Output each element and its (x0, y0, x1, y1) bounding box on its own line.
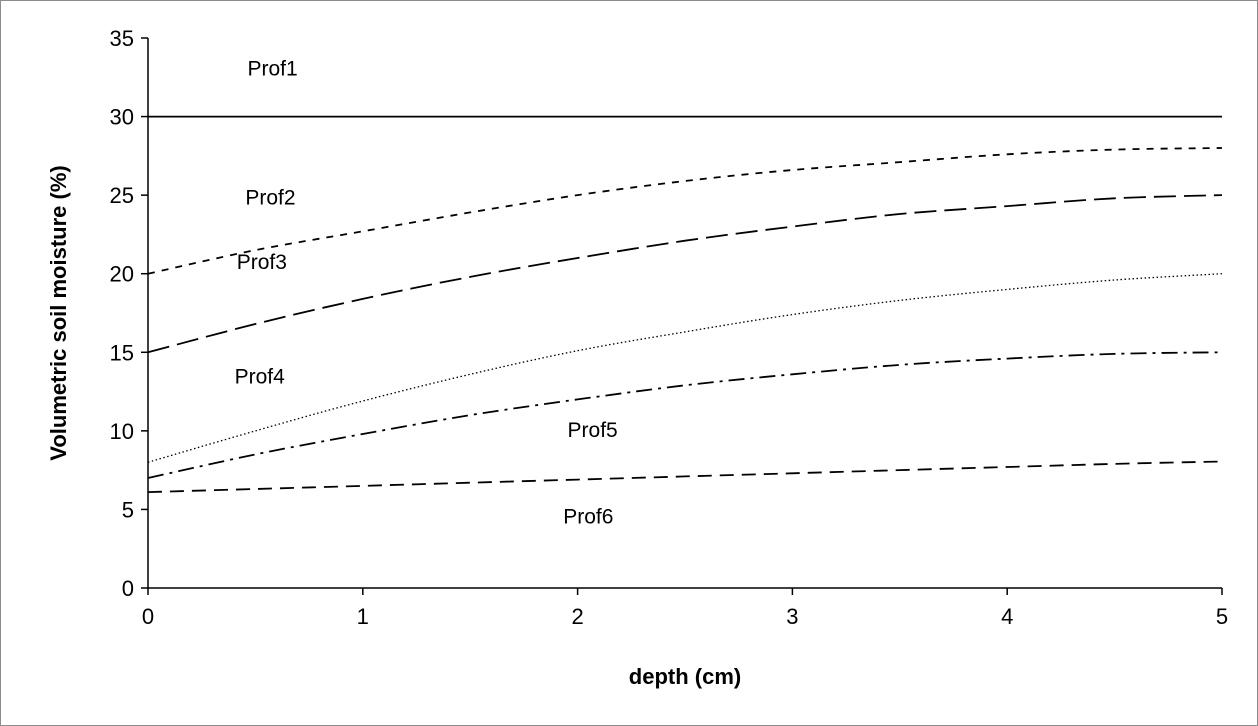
x-tick-label: 0 (142, 604, 154, 629)
y-tick-label: 25 (110, 183, 134, 208)
series-line-prof2 (147, 147, 1223, 275)
series-label-prof3: Prof3 (237, 251, 287, 274)
series-labels: Prof1 Prof2 Prof3 Prof4 Prof5 Prof6 (235, 58, 618, 529)
series-label-prof5: Prof5 (568, 419, 618, 442)
x-tick-label: 3 (786, 604, 798, 629)
x-axis-title: depth (cm) (629, 664, 741, 689)
x-tick-label: 2 (571, 604, 583, 629)
series-label-prof2: Prof2 (245, 187, 295, 210)
x-tick-label: 5 (1216, 604, 1228, 629)
y-tick-label: 35 (110, 26, 134, 51)
series-label-prof1: Prof1 (247, 58, 297, 81)
series-lines (147, 115, 1223, 493)
y-tick-label: 5 (122, 497, 134, 522)
series-label-prof4: Prof4 (235, 366, 286, 389)
y-tick-label: 20 (110, 262, 134, 287)
y-axis-title: Volumetric soil moisture (%) (46, 165, 71, 460)
series-line-prof4 (147, 273, 1223, 463)
y-tick-label: 0 (122, 576, 134, 601)
x-tick-label: 4 (1001, 604, 1013, 629)
series-line-prof3 (147, 194, 1223, 354)
series-line-prof6 (147, 460, 1223, 493)
axes (141, 37, 1223, 595)
y-tick-label: 15 (110, 340, 134, 365)
x-tick-label: 1 (357, 604, 369, 629)
tick-labels: 0 5 10 15 20 25 30 35 0 1 2 3 4 5 (110, 26, 1229, 629)
y-tick-label: 10 (110, 419, 134, 444)
series-line-prof5 (147, 351, 1223, 479)
series-label-prof6: Prof6 (563, 506, 613, 529)
y-tick-label: 30 (110, 105, 134, 130)
